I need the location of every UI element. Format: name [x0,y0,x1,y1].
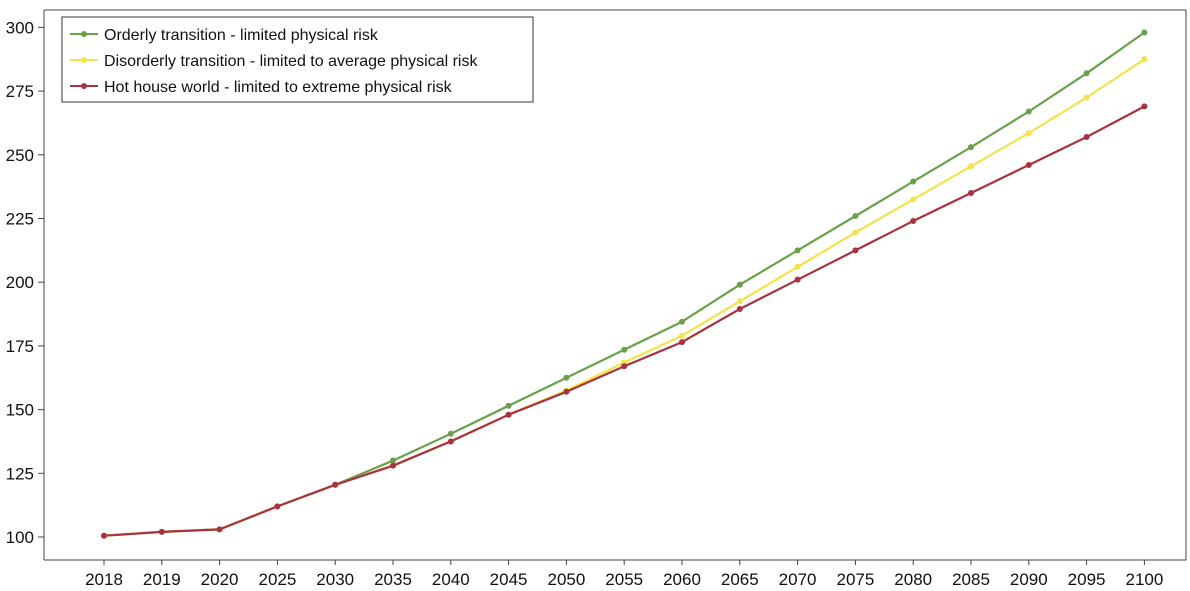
y-tick-label: 200 [6,273,34,292]
y-tick-label: 225 [6,210,34,229]
x-tick-label: 2065 [721,570,759,589]
data-point [216,526,223,533]
data-point [794,263,801,270]
data-point [679,318,685,325]
series-layer [101,29,1148,539]
legend-swatch-marker [81,57,87,63]
data-point [679,339,685,346]
data-point [852,229,859,236]
data-point [158,528,165,535]
data-point [1083,94,1090,101]
x-tick-label: 2050 [547,570,585,589]
legend-box [61,16,534,103]
data-point [101,532,107,539]
data-point [736,281,743,288]
x-tick-label: 2040 [432,570,470,589]
y-tick-label: 250 [6,146,34,165]
data-point [968,190,974,197]
data-point [852,212,859,219]
data-point [968,163,974,170]
x-tick-label: 2090 [1010,570,1048,589]
data-point [1025,161,1032,168]
data-point [332,481,339,488]
data-point [794,247,801,254]
data-point [621,363,628,370]
data-point [1083,70,1090,77]
x-tick-label: 2019 [143,570,181,589]
data-point [794,276,801,283]
x-tick-label: 2018 [85,570,123,589]
data-point [505,402,512,409]
x-tick-label: 2075 [836,570,874,589]
legend-label: Disorderly transition - limited to avera… [104,53,478,70]
data-point [563,388,570,395]
data-point [390,462,396,469]
legend-label: Hot house world - limited to extreme phy… [104,79,453,96]
legend-item: Orderly transition - limited physical ri… [70,27,379,44]
data-point [1025,108,1032,115]
series-3 [101,103,1148,539]
axes [43,9,1187,561]
data-point [447,438,454,445]
y-axis-ticks: 100 125 150 175 200 225 250 275 300 [6,18,44,547]
legend-swatch-marker [81,83,87,89]
data-point [736,298,743,305]
data-point [621,346,628,353]
data-point [910,178,917,185]
x-tick-label: 2045 [490,570,528,589]
series-line [103,105,1145,537]
y-tick-label: 150 [6,401,34,420]
data-point [1141,29,1148,36]
series-line [103,58,1146,537]
series-2 [101,56,1148,539]
data-point [1141,56,1148,63]
x-axis-ticks: 2018 2019 2020 2025 2030 2035 2040 2045 2050 2055… [85,560,1163,589]
x-tick-label: 2070 [779,570,817,589]
x-tick-label: 2085 [952,570,990,589]
y-tick-label: 300 [6,18,34,37]
legend-item: Disorderly transition - limited to avera… [70,53,478,70]
x-tick-label: 2100 [1125,570,1163,589]
x-tick-label: 2060 [663,570,701,589]
legend: Orderly transition - limited physical ri… [61,16,534,103]
data-point [505,411,512,418]
data-point [563,374,570,381]
x-tick-label: 2080 [894,570,932,589]
series-1 [101,29,1148,539]
data-point [274,503,281,510]
data-point [852,247,859,254]
data-point [910,196,917,203]
x-tick-label: 2030 [316,570,354,589]
data-point [910,218,917,225]
data-point [1025,130,1032,137]
legend-item: Hot house world - limited to extreme phy… [70,79,453,96]
data-point [1141,103,1148,110]
series-line [103,31,1146,537]
x-tick-label: 2035 [374,570,412,589]
data-point [447,430,454,437]
data-point [1083,133,1090,140]
legend-swatch-marker [81,31,87,37]
data-point [736,305,743,312]
legend-label: Orderly transition - limited physical ri… [104,27,379,44]
x-tick-label: 2020 [201,570,239,589]
x-tick-label: 2055 [605,570,643,589]
data-point [968,144,974,151]
x-tick-label: 2025 [258,570,296,589]
x-tick-label: 2095 [1068,570,1106,589]
data-point [679,332,685,339]
y-tick-label: 100 [6,528,34,547]
y-tick-label: 275 [6,82,34,101]
y-tick-label: 125 [6,464,34,483]
data-point [390,457,396,464]
y-tick-label: 175 [6,337,34,356]
